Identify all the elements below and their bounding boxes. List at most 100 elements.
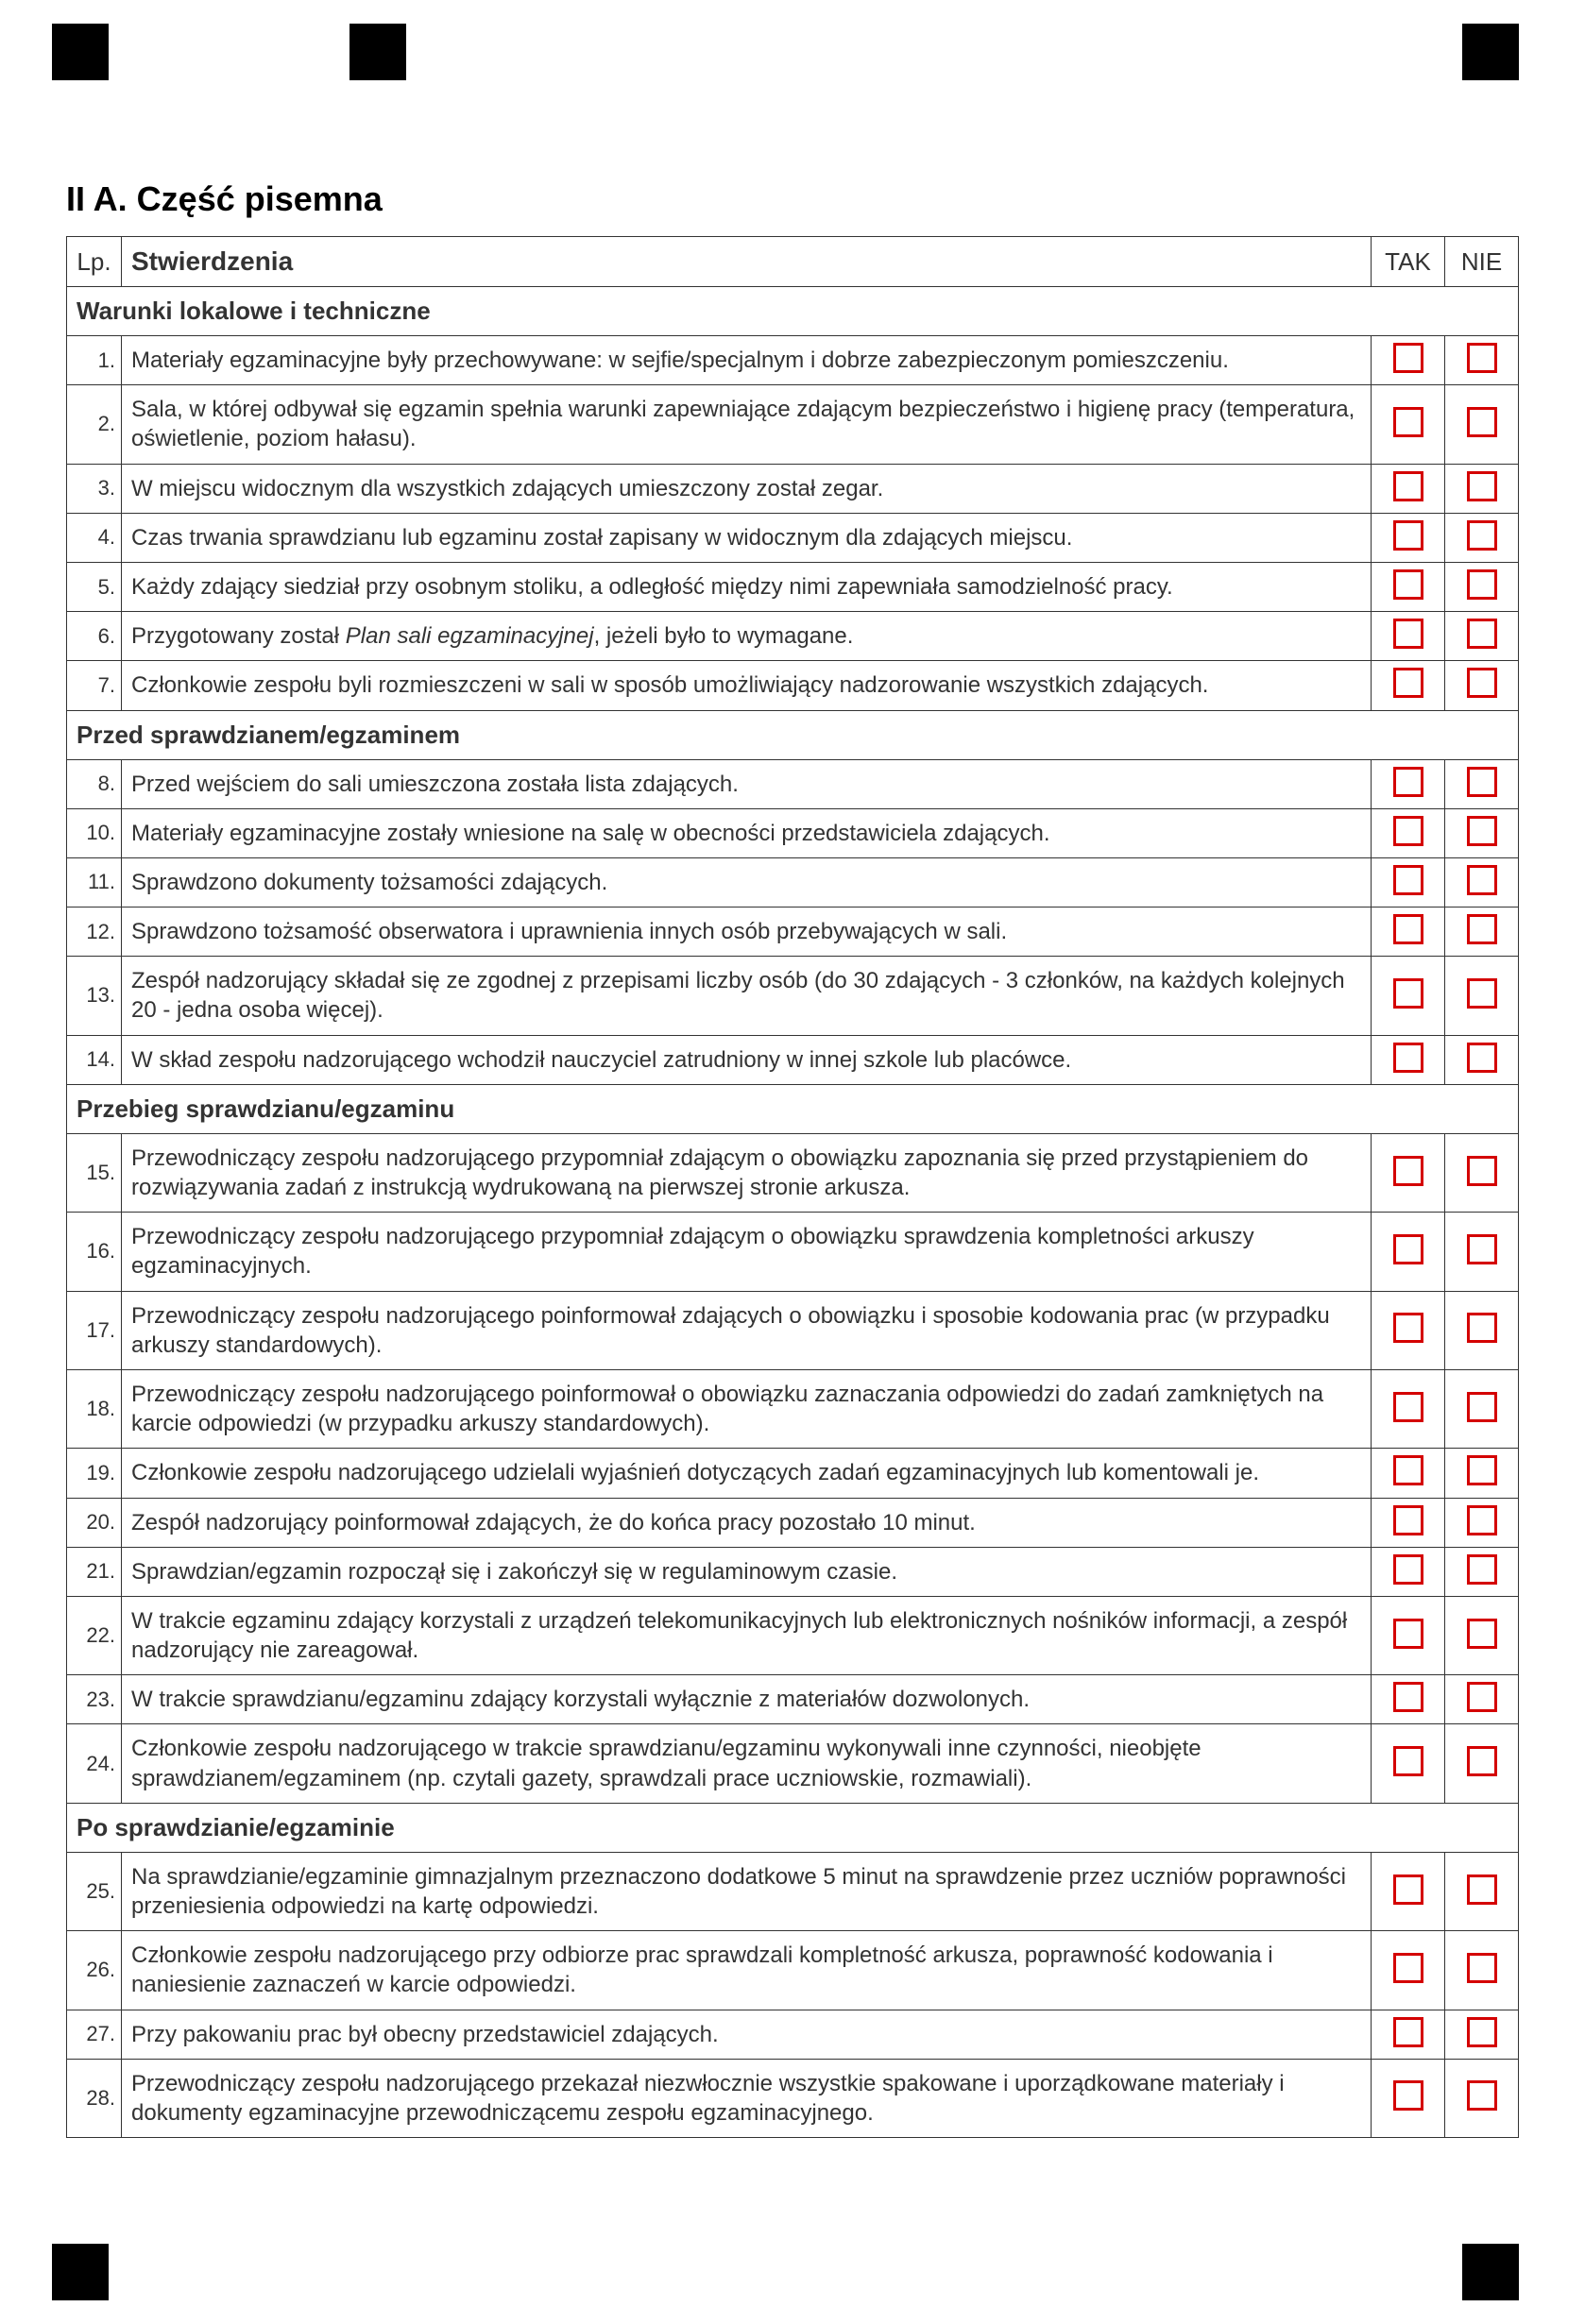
checkbox-no[interactable]: [1467, 1392, 1497, 1422]
checkbox-yes[interactable]: [1393, 407, 1423, 437]
checkbox-yes[interactable]: [1393, 816, 1423, 846]
checkbox-no[interactable]: [1467, 914, 1497, 944]
table-row: 8.Przed wejściem do sali umieszczona zos…: [67, 759, 1519, 808]
checkbox-yes-cell: [1372, 1675, 1445, 1724]
checkbox-yes[interactable]: [1393, 471, 1423, 501]
checkbox-no-cell: [1445, 336, 1519, 385]
checkbox-yes[interactable]: [1393, 619, 1423, 649]
checkbox-no[interactable]: [1467, 619, 1497, 649]
table-row: 21.Sprawdzian/egzamin rozpoczął się i za…: [67, 1547, 1519, 1596]
row-number: 7.: [67, 661, 122, 710]
checkbox-yes[interactable]: [1393, 1619, 1423, 1649]
checkbox-no-cell: [1445, 562, 1519, 611]
row-number: 16.: [67, 1213, 122, 1291]
checkbox-no-cell: [1445, 957, 1519, 1035]
row-statement: Na sprawdzianie/egzaminie gimnazjalnym p…: [122, 1852, 1372, 1930]
checkbox-no[interactable]: [1467, 2080, 1497, 2111]
checkbox-yes[interactable]: [1393, 1043, 1423, 1073]
checkbox-yes[interactable]: [1393, 767, 1423, 797]
row-statement: Przewodniczący zespołu nadzorującego prz…: [122, 2059, 1372, 2137]
checkbox-yes[interactable]: [1393, 2017, 1423, 2047]
checkbox-yes[interactable]: [1393, 1874, 1423, 1905]
checkbox-yes[interactable]: [1393, 1313, 1423, 1343]
checkbox-no[interactable]: [1467, 767, 1497, 797]
checkbox-no[interactable]: [1467, 668, 1497, 698]
checkbox-no[interactable]: [1467, 520, 1497, 551]
checkbox-no[interactable]: [1467, 865, 1497, 895]
row-statement: Członkowie zespołu byli rozmieszczeni w …: [122, 661, 1372, 710]
checkbox-yes[interactable]: [1393, 1156, 1423, 1186]
table-row: 20.Zespół nadzorujący poinformował zdają…: [67, 1498, 1519, 1547]
checkbox-yes[interactable]: [1393, 1455, 1423, 1485]
checkbox-yes[interactable]: [1393, 1746, 1423, 1776]
checkbox-yes[interactable]: [1393, 865, 1423, 895]
section-heading-row: Przed sprawdzianem/egzaminem: [67, 710, 1519, 759]
checkbox-yes[interactable]: [1393, 1554, 1423, 1585]
row-number: 6.: [67, 612, 122, 661]
checkbox-no[interactable]: [1467, 471, 1497, 501]
col-header-lp: Lp.: [67, 237, 122, 287]
checkbox-yes[interactable]: [1393, 1505, 1423, 1535]
checkbox-no[interactable]: [1467, 978, 1497, 1009]
row-statement: Przed wejściem do sali umieszczona zosta…: [122, 759, 1372, 808]
checkbox-no[interactable]: [1467, 1043, 1497, 1073]
checkbox-no[interactable]: [1467, 816, 1497, 846]
checkbox-yes-cell: [1372, 808, 1445, 857]
checkbox-yes-cell: [1372, 336, 1445, 385]
row-number: 17.: [67, 1291, 122, 1369]
checkbox-no[interactable]: [1467, 1682, 1497, 1712]
checkbox-yes[interactable]: [1393, 914, 1423, 944]
checkbox-no[interactable]: [1467, 407, 1497, 437]
row-statement: Materiały egzaminacyjne zostały wniesion…: [122, 808, 1372, 857]
checkbox-no[interactable]: [1467, 1746, 1497, 1776]
checkbox-yes[interactable]: [1393, 569, 1423, 600]
checkbox-no-cell: [1445, 2010, 1519, 2059]
table-row: 18.Przewodniczący zespołu nadzorującego …: [67, 1369, 1519, 1448]
checkbox-no[interactable]: [1467, 1619, 1497, 1649]
row-statement: Sprawdzono dokumenty tożsamości zdającyc…: [122, 857, 1372, 907]
row-statement: Zespół nadzorujący poinformował zdającyc…: [122, 1498, 1372, 1547]
row-statement: Materiały egzaminacyjne były przechowywa…: [122, 336, 1372, 385]
checkbox-no-cell: [1445, 612, 1519, 661]
checkbox-yes[interactable]: [1393, 978, 1423, 1009]
row-number: 25.: [67, 1852, 122, 1930]
checkbox-no-cell: [1445, 1449, 1519, 1498]
checkbox-no[interactable]: [1467, 1455, 1497, 1485]
checkbox-yes[interactable]: [1393, 1682, 1423, 1712]
checkbox-yes-cell: [1372, 957, 1445, 1035]
checkbox-yes[interactable]: [1393, 343, 1423, 373]
checkbox-no-cell: [1445, 908, 1519, 957]
row-number: 24.: [67, 1724, 122, 1803]
checkbox-no[interactable]: [1467, 343, 1497, 373]
row-number: 10.: [67, 808, 122, 857]
table-row: 11.Sprawdzono dokumenty tożsamości zdają…: [67, 857, 1519, 907]
table-row: 2.Sala, w której odbywał się egzamin spe…: [67, 385, 1519, 464]
row-number: 3.: [67, 464, 122, 513]
table-row: 16.Przewodniczący zespołu nadzorującego …: [67, 1213, 1519, 1291]
checkbox-yes-cell: [1372, 857, 1445, 907]
checkbox-no[interactable]: [1467, 1554, 1497, 1585]
section-heading: Po sprawdzianie/egzaminie: [67, 1803, 1519, 1852]
row-statement: Przewodniczący zespołu nadzorującego poi…: [122, 1369, 1372, 1448]
checkbox-no[interactable]: [1467, 569, 1497, 600]
row-statement: Przygotowany został Plan sali egzaminacy…: [122, 612, 1372, 661]
checkbox-yes[interactable]: [1393, 520, 1423, 551]
checkbox-no[interactable]: [1467, 1505, 1497, 1535]
checkbox-yes[interactable]: [1393, 1392, 1423, 1422]
checkbox-yes[interactable]: [1393, 668, 1423, 698]
checkbox-no[interactable]: [1467, 1313, 1497, 1343]
row-number: 2.: [67, 385, 122, 464]
checkbox-no[interactable]: [1467, 1234, 1497, 1264]
checkbox-no-cell: [1445, 1498, 1519, 1547]
checkbox-yes-cell: [1372, 1449, 1445, 1498]
checkbox-no[interactable]: [1467, 1953, 1497, 1983]
alignment-marker-top-left: [52, 24, 109, 80]
checkbox-no[interactable]: [1467, 1874, 1497, 1905]
row-number: 12.: [67, 908, 122, 957]
checkbox-yes[interactable]: [1393, 1953, 1423, 1983]
row-number: 22.: [67, 1596, 122, 1674]
checkbox-yes[interactable]: [1393, 2080, 1423, 2111]
checkbox-yes[interactable]: [1393, 1234, 1423, 1264]
checkbox-no[interactable]: [1467, 1156, 1497, 1186]
checkbox-no[interactable]: [1467, 2017, 1497, 2047]
